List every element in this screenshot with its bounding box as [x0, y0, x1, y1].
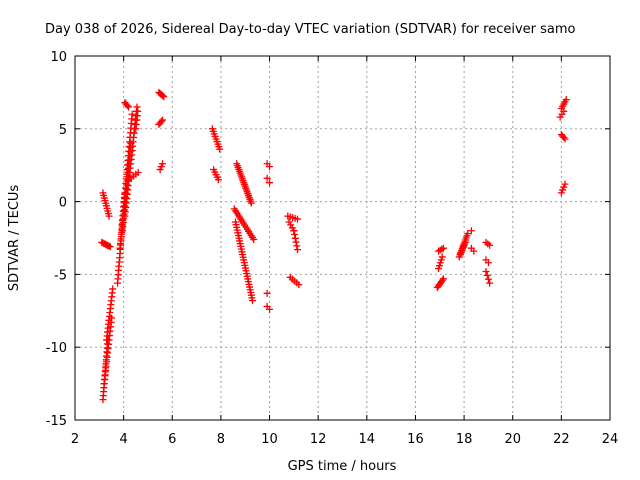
- x-tick-label: 16: [407, 432, 424, 447]
- data-point: [486, 279, 494, 287]
- y-tick-label: 10: [50, 50, 67, 65]
- data-point: [125, 103, 132, 111]
- x-tick-label: 2: [71, 432, 79, 447]
- data-point: [460, 242, 468, 250]
- data-point: [484, 275, 492, 283]
- y-tick-label: -15: [46, 414, 67, 429]
- data-point: [249, 297, 257, 305]
- data-point: [438, 253, 446, 261]
- data-points: [98, 88, 570, 404]
- x-tick-label: 12: [310, 432, 327, 447]
- data-point: [470, 247, 478, 255]
- chart-title: Day 038 of 2026, Sidereal Day-to-day VTE…: [45, 22, 576, 37]
- data-point: [133, 103, 141, 111]
- data-point: [247, 199, 255, 207]
- data-point: [438, 276, 446, 284]
- x-tick-label: 4: [119, 432, 127, 447]
- data-point: [291, 231, 299, 239]
- data-point: [157, 118, 165, 126]
- data-point: [439, 275, 447, 283]
- x-tick-label: 24: [602, 432, 619, 447]
- plot-frame: [74, 55, 611, 421]
- data-point: [293, 242, 301, 250]
- data-point: [439, 244, 447, 252]
- data-point: [294, 246, 302, 254]
- data-point: [134, 107, 142, 115]
- data-point: [263, 289, 271, 297]
- data-point: [134, 168, 142, 176]
- data-point: [128, 110, 136, 118]
- data-point: [266, 163, 274, 171]
- x-tick-label: 22: [553, 432, 570, 447]
- data-point: [295, 281, 303, 289]
- data-point: [290, 227, 298, 235]
- data-point: [561, 135, 569, 143]
- x-tick-label: 8: [217, 432, 225, 447]
- data-point: [160, 93, 168, 101]
- data-point: [250, 235, 258, 243]
- data-point: [105, 212, 113, 220]
- data-point: [159, 160, 167, 168]
- y-axis-label: SDTVAR / TECUs: [7, 185, 22, 292]
- data-point: [216, 145, 224, 153]
- data-point: [123, 102, 131, 110]
- data-point: [106, 243, 114, 251]
- data-point: [561, 180, 569, 188]
- data-point: [214, 176, 222, 184]
- data-point: [159, 92, 167, 100]
- x-tick-label: 6: [168, 432, 176, 447]
- data-point: [461, 240, 469, 248]
- y-tick-label: 0: [59, 196, 67, 211]
- data-point: [159, 116, 167, 124]
- data-point: [292, 238, 300, 246]
- x-tick-label: 10: [261, 432, 278, 447]
- x-axis-label: GPS time / hours: [288, 459, 397, 474]
- data-point: [266, 179, 274, 187]
- data-point: [482, 267, 490, 275]
- data-point: [483, 271, 491, 279]
- y-tick-label: 5: [59, 123, 67, 138]
- data-point: [291, 234, 299, 242]
- data-point: [109, 285, 117, 293]
- data-point: [461, 238, 469, 246]
- data-point: [263, 174, 271, 182]
- data-point: [438, 245, 446, 253]
- y-tick-label: -5: [54, 268, 67, 283]
- data-point: [294, 215, 302, 223]
- x-tick-label: 20: [504, 432, 521, 447]
- data-point: [484, 259, 492, 267]
- x-tick-label: 18: [456, 432, 473, 447]
- y-tick-label: -10: [46, 341, 67, 356]
- data-point: [456, 250, 464, 258]
- data-point: [560, 134, 568, 142]
- data-point: [458, 247, 466, 255]
- x-tick-label: 14: [359, 432, 376, 447]
- data-point: [562, 96, 570, 104]
- data-point: [459, 243, 467, 251]
- data-point: [486, 241, 494, 249]
- data-point: [459, 245, 467, 253]
- data-point: [457, 248, 465, 256]
- data-point: [560, 107, 568, 115]
- data-point: [464, 230, 472, 238]
- data-point: [467, 227, 475, 235]
- data-point: [266, 305, 274, 313]
